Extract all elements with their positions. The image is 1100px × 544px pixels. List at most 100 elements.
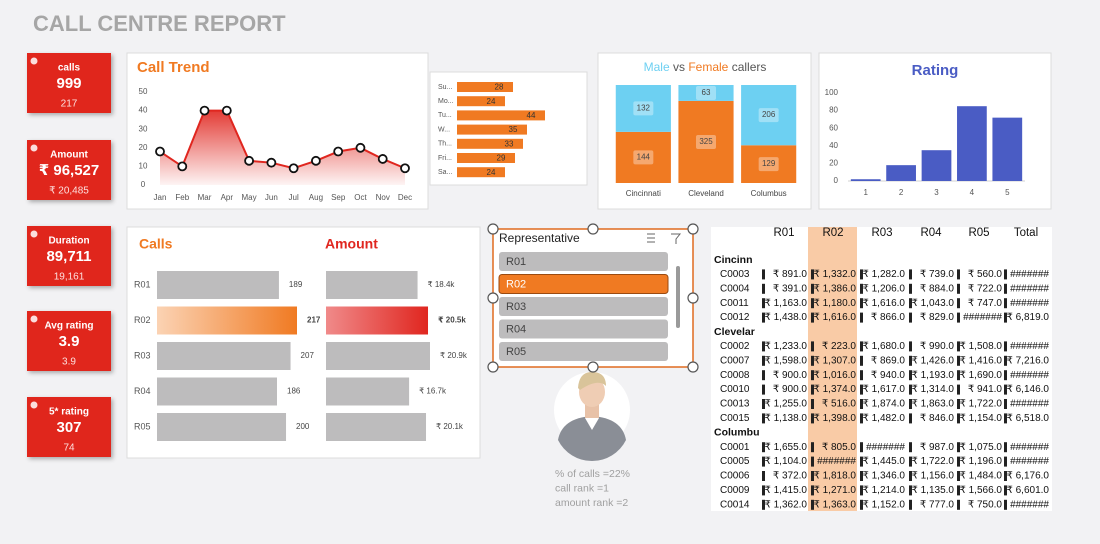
value-label: 28 (495, 83, 504, 92)
cell-bar (957, 269, 960, 280)
cell-bar (811, 485, 814, 496)
value-label: ₹ 20.5k (438, 316, 466, 325)
cell-bar (957, 298, 960, 309)
kpi-card (27, 140, 111, 200)
x-tick-label: May (242, 193, 257, 202)
kpi-icon (30, 315, 38, 323)
cell-bar (860, 399, 863, 409)
value-label: 129 (762, 159, 776, 168)
row-label: C0005 (720, 456, 750, 467)
table-cell: ₹ 6,146.0 (1006, 384, 1049, 395)
table-cell: ₹ 1,863.0 (911, 399, 954, 410)
bar (457, 153, 515, 163)
table-cell: ₹ 1,152.0 (862, 499, 905, 510)
cell-bar (860, 413, 863, 424)
cell-bar (957, 499, 960, 510)
cell-bar (762, 312, 765, 323)
category-label: Fri... (438, 155, 452, 162)
slicer-item (498, 274, 669, 294)
cell-bar (811, 384, 814, 395)
selection-handle (487, 292, 499, 304)
kpi-card (27, 53, 111, 113)
table-cell: ₹ 1,214.0 (862, 485, 905, 496)
bar-segment (741, 85, 797, 146)
value-label: 24 (487, 168, 496, 177)
cell-bar (957, 312, 960, 323)
cell-bar (811, 312, 814, 323)
kpi-icon (30, 144, 38, 152)
report-title: CALL CENTRE REPORT (33, 11, 286, 36)
table-cell: ₹ 6,819.0 (1006, 312, 1049, 323)
title-part: vs (673, 60, 685, 74)
cell-bar (909, 312, 912, 323)
bar (157, 413, 287, 441)
cell-bar (1004, 370, 1007, 381)
table-cell: ₹ 372.0 (773, 471, 808, 482)
slicer-item (499, 252, 668, 271)
cell-bar (1004, 456, 1007, 467)
cell-bar (909, 355, 912, 366)
row-label: C0007 (720, 355, 750, 366)
chart-title: Calls (139, 236, 173, 252)
table-cell: ₹ 1,566.0 (959, 485, 1002, 496)
kpi-sub: 3.9 (62, 357, 76, 368)
table-cell: ₹ 1,616.0 (813, 312, 856, 323)
bar (326, 377, 410, 406)
table-cell: ₹ 900.0 (773, 370, 808, 381)
cell-bar (909, 413, 912, 424)
table-cell: ₹ 7,216.0 (1006, 355, 1049, 366)
line-point (221, 105, 232, 116)
row-label: C0013 (720, 399, 750, 410)
category-label: Sa... (438, 169, 452, 176)
table-header: R03 (871, 227, 892, 239)
chart-title: Rating (912, 62, 959, 79)
slicer-item (499, 342, 668, 361)
bar (157, 306, 297, 335)
category-label: R01 (134, 279, 151, 289)
value-box (758, 157, 779, 172)
kpi-label: Avg rating (44, 321, 93, 332)
category-label: R05 (134, 421, 151, 431)
table-cell: ####### (1010, 269, 1049, 280)
cell-bar (811, 355, 814, 366)
value-label: ₹ 20.9k (440, 351, 468, 360)
bar (886, 165, 916, 181)
cell-bar (1004, 442, 1007, 453)
slicer-item-label: R03 (506, 301, 526, 313)
cell-bar (957, 442, 960, 453)
kpi-icon (30, 57, 38, 65)
slicer-item-label: R05 (506, 346, 526, 358)
table-cell: ₹ 1,818.0 (813, 471, 856, 482)
bar-segment (678, 85, 734, 101)
x-tick-label: Cincinnati (626, 189, 661, 198)
table-cell: ₹ 1,482.0 (862, 413, 905, 424)
cell-bar (762, 456, 765, 467)
table-cell: ₹ 990.0 (920, 341, 955, 352)
cell-bar (957, 370, 960, 381)
bar (850, 179, 881, 181)
table-cell: ₹ 805.0 (822, 442, 857, 453)
y-tick-label: 0 (141, 180, 146, 189)
slicer-item-label: R02 (506, 278, 526, 290)
cell-bar (811, 399, 814, 409)
y-tick-label: 10 (139, 162, 148, 171)
y-tick-label: 40 (139, 106, 148, 115)
row-label: C0012 (720, 312, 750, 323)
kpi-sub: 74 (63, 443, 75, 454)
cell-bar (1004, 485, 1007, 496)
value-box (758, 108, 779, 123)
note: amount rank =2 (555, 497, 628, 509)
table-cell: ₹ 1,138.0 (764, 413, 807, 424)
cell-bar (909, 399, 912, 409)
table-cell: ₹ 1,314.0 (911, 384, 954, 395)
cell-bar (1004, 399, 1007, 409)
cell-bar (811, 442, 814, 453)
table-cell: ₹ 1,193.0 (911, 370, 954, 381)
kpi-sub: 19,161 (54, 272, 85, 283)
kpi-icon (30, 230, 38, 238)
table-cell: ₹ 739.0 (920, 269, 955, 280)
table-cell: ₹ 1,206.0 (862, 283, 905, 294)
bar (326, 271, 418, 299)
line-point (266, 157, 277, 168)
